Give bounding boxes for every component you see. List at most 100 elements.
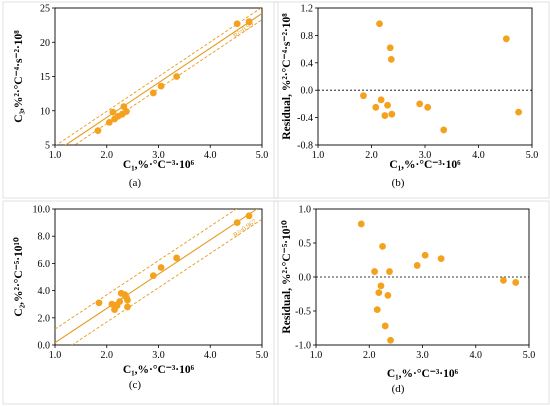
data-point [413,262,421,269]
data-point [233,20,241,28]
y-axis-label: Residual, %²·°C⁻⁴·s⁻²·10⁸ [281,13,293,140]
y-tick-label: 0.8 [301,31,314,42]
fit-line [64,13,262,145]
data-point [173,254,181,262]
data-point [123,108,130,115]
data-point [377,282,385,290]
x-axis-label: C₁,%·°C⁻³·10⁶ [123,364,195,376]
data-point [381,322,389,330]
panel-frame [2,1,279,199]
data-point [502,35,510,43]
y-tick-label: -0.5 [295,307,311,318]
data-point [95,299,103,307]
data-point [384,291,392,299]
y-tick-label: 10.0 [33,205,51,216]
data-point [381,112,389,119]
data-point [512,279,520,286]
panel-caption: (c) [129,379,142,391]
y-tick-label: 6.0 [38,259,51,270]
y-axis-label: C₃,%²·°C⁻⁴·s⁻²·10⁸ [13,30,25,123]
data-point [357,220,365,228]
x-tick-label: 5.0 [256,350,269,361]
x-tick-label: 5.0 [526,150,539,161]
x-tick-label: 1.0 [310,350,323,361]
panel-caption: (a) [129,177,142,189]
data-point [386,44,394,52]
x-tick-label: 3.0 [416,350,429,361]
y-tick-label: 5 [45,141,50,152]
data-point [245,212,253,220]
x-tick-label: 3.0 [152,350,165,361]
panel-d: 1.0 2.0 3.0 4.0 5.0 -1.0 -0.5 0.0 0.5 1.0 C₁,%·°C⁻… [273,200,550,405]
x-tick-label: 2.0 [101,150,114,161]
x-tick-label: 2.0 [101,350,114,361]
confidence-band-line [74,19,262,145]
plot-layer [55,209,262,345]
data-point [421,251,429,259]
plot-layer [316,220,529,344]
x-tick-label: 5.0 [523,350,536,361]
y-tick-label: 0.0 [38,341,51,352]
data-point [124,303,131,311]
x-axis-label: C₁,%·°C⁻³·10⁶ [123,159,195,171]
panel-a: 1.0 2.0 3.0 4.0 5.0510152025R²=0.99C₁,%·°C⁻³… [2,1,279,199]
x-tick-label: 1.0 [49,150,62,161]
data-point [373,306,381,314]
y-tick-label: 0.5 [299,239,312,250]
plot-layer [318,20,532,134]
x-tick-label: 4.0 [472,150,485,161]
y-axis-label: Residual, %²·°C⁻⁵·10¹⁰ [280,220,293,334]
data-point [376,20,383,28]
y-tick-label: 2.0 [38,313,51,324]
confidence-band-line [55,8,262,145]
x-tick-label: 4.0 [204,350,217,361]
data-point [387,336,394,344]
confidence-band-line [71,218,262,345]
x-tick-label: 3.0 [152,150,165,161]
y-tick-label: 25 [40,4,50,15]
data-point [437,255,445,263]
data-point [386,268,393,275]
x-axis-label: C₁,%·°C⁻³·10⁶ [387,368,459,380]
data-point [384,101,391,109]
x-tick-label: 4.0 [470,350,483,361]
y-tick-label: 10 [40,106,50,117]
y-tick-label: 8.0 [38,232,51,243]
data-point [157,264,165,271]
y-axis-label: C₂,%²·°C⁻⁵·10¹⁰ [12,237,25,317]
data-point [371,268,378,275]
x-tick-label: 5.0 [256,150,269,161]
y-tick-label: 4.0 [38,286,51,297]
data-point [105,118,113,126]
data-point [124,296,131,304]
data-point [515,108,523,116]
panel-frame [2,200,279,405]
data-point [157,82,165,90]
panel-caption: (b) [392,177,405,189]
data-point [360,92,367,100]
data-point [233,219,241,227]
x-axis-label: C₁,%·°C⁻³·10⁶ [389,159,461,171]
y-tick-label: 0.4 [301,58,314,69]
y-tick-label: -0.4 [297,113,313,124]
data-point [149,89,157,97]
panel-frame [273,200,550,405]
panel-b: 1.0 2.0 3.0 4.0 5.0 -0.8 -0.4 0.0 0.4 0.8 1.2 C₁,%·… [273,1,550,199]
panel-c: 1.0 2.0 3.0 4.0 5.00.02.04.06.08.010.0R²=0.9… [2,200,279,405]
data-point [109,108,117,116]
x-tick-label: 2.0 [365,150,378,161]
y-tick-label: 0.0 [299,273,312,284]
data-point [387,55,395,63]
data-point [416,100,424,108]
x-tick-label: 2.0 [363,350,376,361]
data-point [424,103,432,111]
data-point [377,96,385,104]
data-point [379,243,386,250]
data-point [375,289,383,297]
confidence-band-line [55,209,238,330]
y-tick-label: -0.8 [297,141,313,152]
data-point [94,127,102,135]
data-point [149,272,157,280]
y-tick-label: -1.0 [295,341,311,352]
